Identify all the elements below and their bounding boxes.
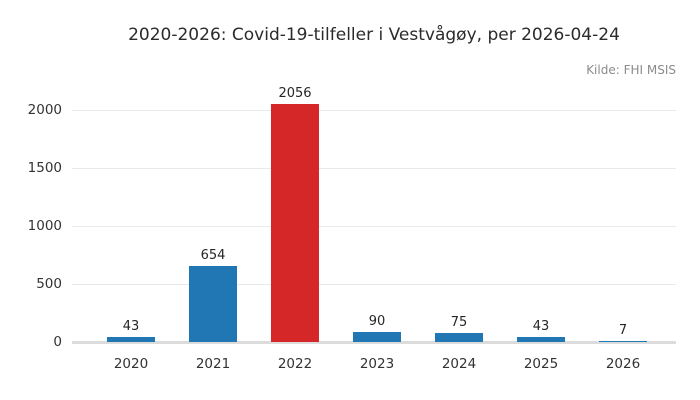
x-axis-baseline bbox=[72, 341, 676, 344]
x-axis: 2020 2021 2022 2023 2024 2025 2026 bbox=[72, 0, 676, 400]
bar-2024 bbox=[435, 333, 483, 342]
x-tick-label-2020: 2020 bbox=[113, 356, 149, 372]
y-tick-label: 1000 bbox=[27, 218, 62, 235]
y-tick-label: 500 bbox=[36, 276, 62, 293]
x-tick-label-2021: 2021 bbox=[195, 356, 231, 372]
bar-2021 bbox=[189, 266, 237, 342]
bar-value-label-2023: 90 bbox=[368, 313, 386, 329]
y-axis: 0 500 1000 1500 2000 bbox=[0, 0, 62, 400]
bar-value-label-2024: 75 bbox=[450, 315, 468, 331]
bar-value-label-2026: 7 bbox=[618, 323, 628, 339]
x-tick-label-2025: 2025 bbox=[523, 356, 559, 372]
gridline bbox=[72, 109, 676, 111]
x-tick-label-2023: 2023 bbox=[359, 356, 395, 372]
bar-2025 bbox=[517, 337, 565, 342]
x-tick-label-2024: 2024 bbox=[441, 356, 477, 372]
bar-value-label-2025: 43 bbox=[532, 319, 550, 335]
y-tick-label: 2000 bbox=[27, 102, 62, 119]
y-tick-label: 1500 bbox=[27, 160, 62, 177]
bar-2020 bbox=[107, 337, 155, 342]
gridline bbox=[72, 225, 676, 227]
gridline bbox=[72, 283, 676, 285]
source-note: Kilde: FHI MSIS bbox=[586, 63, 676, 77]
bar-2023 bbox=[353, 331, 401, 342]
y-tick-label: 0 bbox=[53, 334, 62, 350]
gridline bbox=[72, 167, 676, 169]
plot-area: 43 654 2056 90 75 43 7 bbox=[72, 86, 676, 344]
chart-title: 2020-2026: Covid-19-tilfeller i Vestvågø… bbox=[128, 25, 620, 45]
bar-2026 bbox=[599, 341, 647, 342]
bar-2022 bbox=[271, 103, 319, 342]
x-tick-label-2022: 2022 bbox=[277, 356, 313, 372]
bar-value-label-2021: 654 bbox=[200, 248, 226, 264]
x-tick-label-2026: 2026 bbox=[605, 356, 641, 372]
bar-value-label-2020: 43 bbox=[122, 319, 140, 335]
bar-value-label-2022: 2056 bbox=[278, 85, 312, 101]
